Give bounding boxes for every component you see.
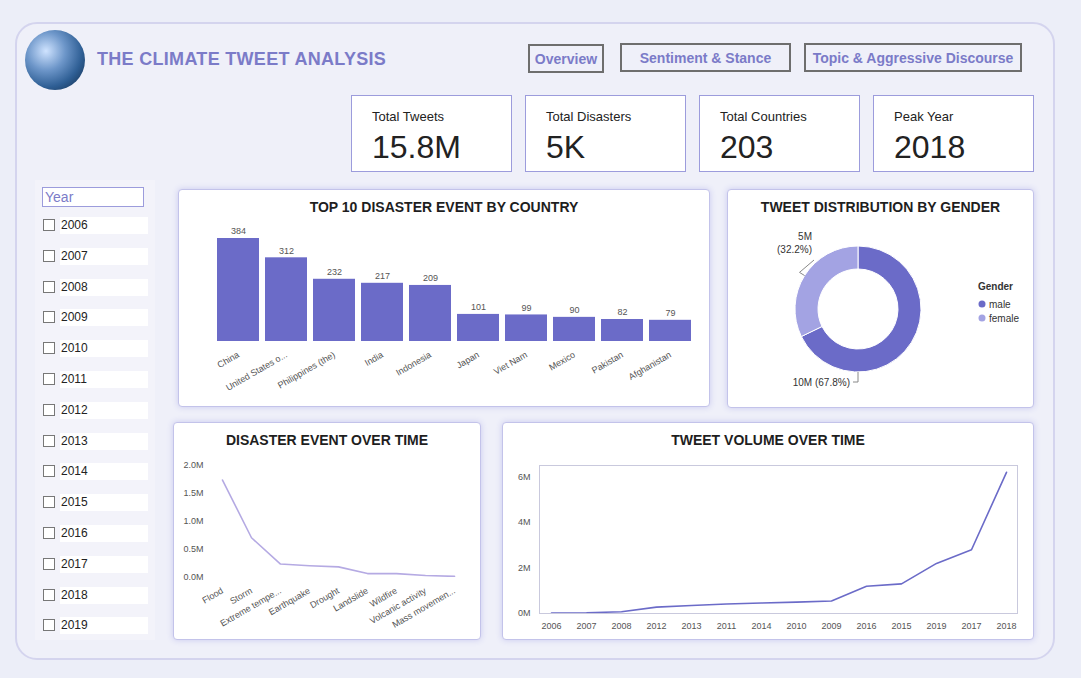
html-text:2012: 2012 bbox=[61, 402, 88, 417]
html-text:TOP 10 DISASTER EVENT BY COUNT: TOP 10 DISASTER EVENT BY COUNTRY bbox=[309, 199, 579, 215]
html-text:2018: 2018 bbox=[61, 587, 88, 602]
svg-text:Indonesia: Indonesia bbox=[394, 350, 433, 378]
svg-text:Extreme tempe...: Extreme tempe... bbox=[218, 585, 283, 629]
svg-text:2018: 2018 bbox=[996, 621, 1016, 631]
html-text:Topic & Aggressive Discourse: Topic & Aggressive Discourse bbox=[812, 49, 1014, 66]
html-text:2018: 2018 bbox=[894, 129, 966, 165]
html-text:DISASTER EVENT OVER TIME: DISASTER EVENT OVER TIME bbox=[225, 432, 429, 448]
html-text:2010: 2010 bbox=[61, 341, 88, 356]
svg-text:79: 79 bbox=[665, 308, 675, 318]
html-text:Overview: Overview bbox=[534, 50, 598, 67]
svg-text:Afghanistan: Afghanistan bbox=[627, 350, 673, 382]
html-text:2011: 2011 bbox=[61, 372, 87, 386]
html-text:Year: Year bbox=[45, 189, 74, 205]
svg-text:Philippines (the): Philippines (the) bbox=[276, 350, 337, 391]
html-text:2016: 2016 bbox=[61, 526, 88, 540]
svg-text:China: China bbox=[216, 350, 241, 370]
html-text:Peak Year: Peak Year bbox=[894, 109, 954, 124]
svg-text:Flood: Flood bbox=[200, 586, 224, 606]
html-text:Total Countries: Total Countries bbox=[720, 109, 807, 124]
html-text:2017: 2017 bbox=[61, 556, 88, 571]
svg-text:5M(32.2%): 5M(32.2%) bbox=[777, 231, 812, 255]
svg-text:2M: 2M bbox=[518, 563, 531, 573]
html-text:2019: 2019 bbox=[61, 618, 88, 633]
svg-text:2012: 2012 bbox=[646, 621, 666, 631]
svg-text:Mexico: Mexico bbox=[547, 350, 577, 373]
html-text:TWEET VOLUME OVER TIME: TWEET VOLUME OVER TIME bbox=[671, 432, 865, 448]
svg-text:2.0M: 2.0M bbox=[183, 460, 203, 470]
svg-text:2008: 2008 bbox=[611, 621, 631, 631]
svg-text:1.0M: 1.0M bbox=[183, 516, 203, 526]
html-text:Sentiment & Stance: Sentiment & Stance bbox=[639, 49, 772, 66]
html-text:Total Disasters: Total Disasters bbox=[546, 109, 632, 124]
svg-text:0.0M: 0.0M bbox=[183, 572, 203, 582]
svg-text:2009: 2009 bbox=[821, 621, 841, 631]
svg-text:2011: 2011 bbox=[717, 621, 736, 631]
svg-text:99: 99 bbox=[521, 303, 531, 313]
svg-text:United States o...: United States o... bbox=[224, 349, 289, 393]
svg-text:2017: 2017 bbox=[961, 621, 981, 631]
svg-text:Landslide: Landslide bbox=[332, 586, 370, 614]
html-text:2007: 2007 bbox=[61, 248, 88, 263]
svg-text:4M: 4M bbox=[518, 517, 531, 527]
html-text:203: 203 bbox=[720, 129, 774, 165]
svg-text:6M: 6M bbox=[518, 472, 531, 482]
html-text:2009: 2009 bbox=[61, 310, 88, 325]
svg-text:232: 232 bbox=[327, 267, 342, 277]
svg-text:312: 312 bbox=[279, 246, 294, 256]
svg-text:female: female bbox=[989, 313, 1019, 324]
svg-text:384: 384 bbox=[231, 226, 246, 236]
svg-text:2016: 2016 bbox=[856, 621, 876, 631]
svg-text:0.5M: 0.5M bbox=[183, 544, 203, 554]
svg-text:90: 90 bbox=[569, 305, 579, 315]
svg-text:2015: 2015 bbox=[891, 621, 911, 631]
svg-text:Wildfire: Wildfire bbox=[367, 585, 399, 610]
svg-text:Drought: Drought bbox=[308, 585, 341, 611]
svg-text:Pakistan: Pakistan bbox=[590, 350, 625, 376]
svg-text:82: 82 bbox=[617, 307, 627, 317]
svg-text:2007: 2007 bbox=[576, 621, 596, 631]
svg-text:2019: 2019 bbox=[926, 621, 946, 631]
svg-text:male: male bbox=[989, 299, 1011, 310]
svg-text:10M (67.8%): 10M (67.8%) bbox=[793, 377, 850, 388]
svg-text:2013: 2013 bbox=[681, 621, 701, 631]
html-text:15.8M: 15.8M bbox=[372, 129, 461, 165]
svg-text:0M: 0M bbox=[518, 608, 531, 618]
html-text:2013: 2013 bbox=[61, 433, 88, 448]
svg-text:209: 209 bbox=[423, 273, 438, 283]
svg-text:2006: 2006 bbox=[541, 621, 561, 631]
html-text:2015: 2015 bbox=[61, 495, 88, 510]
svg-text:217: 217 bbox=[375, 271, 390, 281]
svg-text:Volcanic activity: Volcanic activity bbox=[367, 585, 428, 626]
html-text:2006: 2006 bbox=[61, 218, 88, 232]
html-text:Total Tweets: Total Tweets bbox=[372, 109, 444, 124]
svg-text:Storm: Storm bbox=[228, 585, 254, 607]
svg-text:2010: 2010 bbox=[786, 621, 806, 631]
html-text:TWEET DISTRIBUTION BY GENDER: TWEET DISTRIBUTION BY GENDER bbox=[760, 199, 1001, 215]
html-text:THE CLIMATE TWEET ANALYSIS: THE CLIMATE TWEET ANALYSIS bbox=[97, 49, 387, 69]
svg-text:Gender: Gender bbox=[978, 281, 1013, 292]
svg-text:India: India bbox=[363, 350, 385, 368]
svg-text:101: 101 bbox=[471, 302, 486, 312]
svg-text:Viet Nam: Viet Nam bbox=[492, 350, 529, 377]
html-text:2014: 2014 bbox=[61, 464, 88, 479]
svg-text:Mass movemen...: Mass movemen... bbox=[390, 586, 457, 630]
html-text:2008: 2008 bbox=[61, 279, 88, 294]
svg-text:2014: 2014 bbox=[751, 621, 771, 631]
svg-text:1.5M: 1.5M bbox=[183, 488, 203, 498]
svg-text:Earthquake: Earthquake bbox=[267, 586, 312, 618]
svg-text:Japan: Japan bbox=[455, 350, 481, 371]
html-text:5K: 5K bbox=[546, 129, 586, 165]
